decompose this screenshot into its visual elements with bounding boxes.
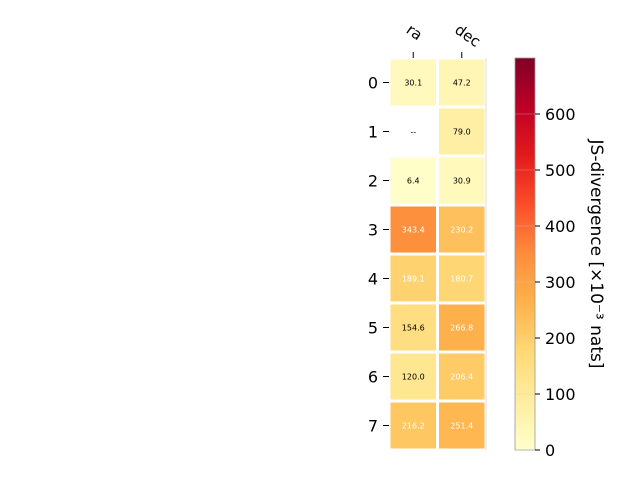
- row-label: 1: [368, 123, 378, 142]
- colorbar-tick-label: 100: [545, 385, 576, 404]
- row-label: 6: [368, 368, 378, 387]
- cell-value-label: 6.4: [407, 177, 420, 186]
- cell-value-label: 180.7: [450, 275, 473, 284]
- heatmap-cell: [390, 255, 436, 302]
- cell-value-label: 154.6: [402, 324, 425, 333]
- heatmap-cell: [390, 206, 436, 253]
- colorbar: 0 100 200 300 400 500 600 JS-divergence [×10⁻³…: [514, 57, 606, 460]
- cell-value-label: --: [410, 128, 416, 137]
- cell-value-label: 30.9: [453, 177, 471, 186]
- heatmap-cell: [390, 157, 436, 204]
- colorbar-ticks: 0 100 200 300 400 500 600: [515, 105, 576, 460]
- row-label: 0: [368, 74, 378, 93]
- heatmap-cell: [439, 59, 485, 106]
- column-labels: ra dec: [403, 21, 484, 58]
- row-labels: 0 1 2 3 4 5 6 7: [368, 74, 389, 436]
- heatmap-cell: [390, 59, 436, 106]
- row-label: 7: [368, 417, 378, 436]
- heatmap-cell: [439, 304, 485, 351]
- heatmap-cell: [390, 402, 436, 449]
- colorbar-label: JS-divergence [×10⁻³ nats]: [586, 139, 606, 369]
- row-label: 3: [368, 221, 378, 240]
- colorbar-tick-label: 600: [545, 105, 576, 124]
- heatmap-cell: [439, 157, 485, 204]
- colorbar-tick-label: 0: [545, 441, 555, 460]
- heatmap-cell: [439, 206, 485, 253]
- colorbar-tick-label: 300: [545, 273, 576, 292]
- colorbar-gradient: [514, 57, 536, 451]
- heatmap-cell: [439, 255, 485, 302]
- row-label: 2: [368, 172, 378, 191]
- cell-value-label: 47.2: [453, 79, 471, 88]
- cell-value-label: 189.1: [402, 275, 425, 284]
- heatmap-cells: 30.1 47.2 -- 79.0 6.4 30.9 343.4 230.2 189.1 180.…: [390, 59, 485, 449]
- cell-value-label: 343.4: [402, 226, 425, 235]
- cell-value-label: 251.4: [450, 422, 473, 431]
- cell-value-label: 120.0: [402, 373, 425, 382]
- cell-value-label: 30.1: [404, 79, 422, 88]
- cell-value-label: 216.2: [402, 422, 425, 431]
- cell-value-label: 230.2: [450, 226, 473, 235]
- heatmap-cell: [439, 402, 485, 449]
- row-label: 4: [368, 270, 378, 289]
- cell-value-label: 206.4: [450, 373, 473, 382]
- colorbar-tick-label: 500: [545, 161, 576, 180]
- row-label: 5: [368, 319, 378, 338]
- column-label: dec: [451, 21, 483, 51]
- cell-value-label: 266.8: [450, 324, 473, 333]
- heatmap-cell: [390, 304, 436, 351]
- cell-value-label: 79.0: [453, 128, 471, 137]
- column-label: ra: [403, 21, 426, 45]
- colorbar-tick-label: 200: [545, 329, 576, 348]
- heatmap-cell: [439, 108, 485, 155]
- heatmap-cell: [439, 353, 485, 400]
- colorbar-tick-label: 400: [545, 217, 576, 236]
- heatmap-cell: [390, 353, 436, 400]
